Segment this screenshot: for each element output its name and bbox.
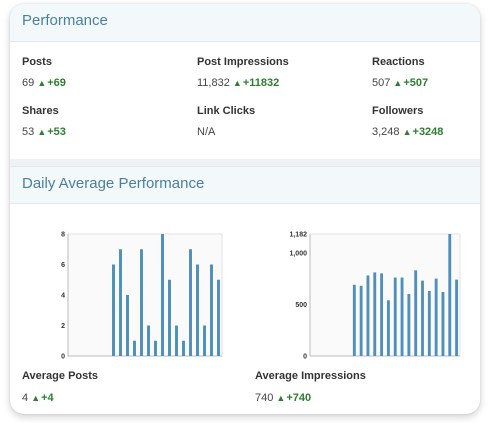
bar bbox=[154, 340, 157, 356]
posts-chart: 0 2 4 6 8 bbox=[61, 232, 223, 361]
up-triangle-icon: ▲ bbox=[402, 127, 412, 137]
stat-posts: Posts 69 ▲+69 bbox=[22, 56, 66, 89]
avg-impressions-label: Average Impressions bbox=[255, 370, 366, 382]
delta: ▲+4 bbox=[31, 392, 54, 404]
bar bbox=[147, 325, 150, 356]
bar bbox=[112, 264, 115, 356]
impressions-chart: 0 500 1,000 1,182 bbox=[289, 232, 461, 361]
stat-shares: Shares 53 ▲+53 bbox=[22, 105, 66, 138]
delta: ▲+11832 bbox=[232, 77, 280, 89]
y-tick-label: 4 bbox=[61, 293, 65, 300]
stat-followers: Followers 3,248 ▲+3248 bbox=[372, 105, 443, 138]
bar bbox=[133, 340, 136, 356]
bar bbox=[217, 279, 220, 356]
stat-value: N/A bbox=[197, 126, 216, 138]
up-triangle-icon: ▲ bbox=[31, 393, 41, 403]
bar bbox=[373, 272, 377, 356]
bar bbox=[126, 295, 129, 356]
y-tick-label: 6 bbox=[61, 262, 65, 269]
avg-posts-value: 4 ▲+4 bbox=[22, 392, 54, 404]
bar bbox=[407, 294, 411, 356]
bar bbox=[393, 277, 397, 356]
bar bbox=[441, 292, 445, 356]
stat-value: 11,832 ▲+11832 bbox=[197, 77, 280, 89]
bar bbox=[203, 325, 206, 356]
section-divider bbox=[10, 159, 480, 166]
bar bbox=[168, 279, 171, 356]
avg-posts-label: Average Posts bbox=[22, 370, 99, 382]
bar bbox=[386, 300, 390, 356]
bar bbox=[434, 278, 438, 356]
y-tick-label: 0 bbox=[303, 354, 307, 361]
bar bbox=[140, 249, 143, 356]
avg-posts: Average Posts 4 ▲+4 bbox=[22, 370, 98, 404]
y-tick-label: 500 bbox=[295, 302, 307, 309]
up-triangle-icon: ▲ bbox=[37, 127, 47, 137]
up-triangle-icon: ▲ bbox=[276, 393, 286, 403]
bar bbox=[455, 279, 459, 356]
delta: ▲+53 bbox=[37, 126, 66, 138]
stat-value: 53 ▲+53 bbox=[22, 126, 66, 138]
bar bbox=[352, 284, 356, 356]
daily-header: Daily Average Performance bbox=[10, 166, 480, 204]
performance-title: Performance bbox=[22, 12, 108, 29]
up-triangle-icon: ▲ bbox=[37, 78, 47, 88]
stat-link-clicks: Link Clicks N/A bbox=[197, 105, 255, 138]
bar bbox=[414, 270, 418, 356]
bar bbox=[119, 249, 122, 356]
stat-label: Link Clicks bbox=[197, 105, 256, 117]
up-triangle-icon: ▲ bbox=[393, 78, 403, 88]
avg-impressions: Average Impressions 740 ▲+740 bbox=[255, 370, 366, 404]
y-tick-label: 8 bbox=[61, 232, 65, 239]
stat-label: Reactions bbox=[372, 56, 425, 68]
stat-value: 3,248 ▲+3248 bbox=[372, 126, 444, 138]
daily-title: Daily Average Performance bbox=[22, 175, 205, 192]
y-tick-label: 2 bbox=[61, 323, 65, 330]
delta: ▲+740 bbox=[276, 392, 312, 404]
bar bbox=[421, 280, 424, 356]
performance-header: Performance bbox=[10, 4, 480, 42]
delta: ▲+507 bbox=[393, 77, 429, 89]
stat-label: Posts bbox=[22, 56, 52, 68]
bar bbox=[175, 325, 178, 356]
avg-impressions-value: 740 ▲+740 bbox=[255, 392, 312, 404]
bar bbox=[359, 285, 363, 356]
stat-value: 507 ▲+507 bbox=[372, 77, 429, 89]
bar bbox=[182, 340, 185, 356]
delta: ▲+69 bbox=[37, 77, 66, 89]
stat-label: Shares bbox=[22, 105, 59, 117]
delta: ▲+3248 bbox=[402, 126, 444, 138]
y-tick-label: 1,182 bbox=[289, 232, 307, 239]
bar bbox=[210, 264, 213, 356]
y-tick-label: 0 bbox=[61, 354, 65, 361]
bar bbox=[366, 275, 370, 356]
bar bbox=[161, 234, 164, 356]
bar bbox=[427, 290, 431, 356]
bar bbox=[189, 249, 192, 356]
stat-post-impressions: Post Impressions 11,832 ▲+11832 bbox=[197, 56, 289, 89]
stat-label: Post Impressions bbox=[197, 56, 289, 68]
bar bbox=[196, 264, 199, 356]
stat-label: Followers bbox=[372, 105, 424, 117]
stat-reactions: Reactions 507 ▲+507 bbox=[372, 56, 428, 89]
bar bbox=[448, 234, 452, 356]
bar bbox=[400, 277, 404, 356]
bar bbox=[380, 273, 384, 356]
y-tick-label: 1,000 bbox=[289, 250, 307, 257]
stat-value: 69 ▲+69 bbox=[22, 77, 66, 89]
performance-card: Performance Posts 69 ▲+69 Post Impressio… bbox=[10, 4, 480, 414]
up-triangle-icon: ▲ bbox=[232, 78, 242, 88]
